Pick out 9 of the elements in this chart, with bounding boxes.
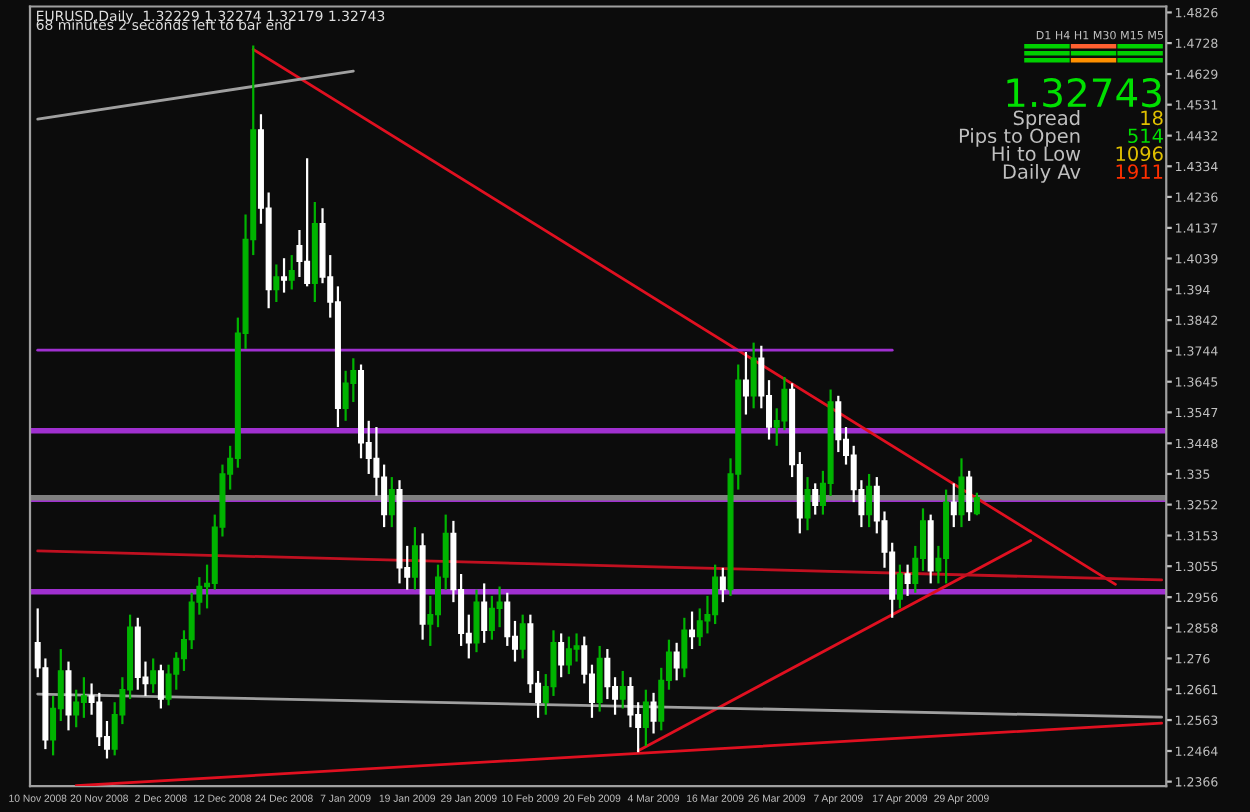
annotation: 514 [1128,128,1163,144]
annotation: 1096 [1116,146,1163,162]
annotation: Daily Av [1003,163,1081,183]
annotation: Pips to Open [959,128,1080,147]
annotation: 1.32743 [1007,78,1161,108]
annotation: Hi to Low [992,145,1081,162]
annotation: 18 [1141,110,1163,126]
annotation: 1911 [1116,164,1163,179]
annotation: Spread [1013,110,1080,129]
